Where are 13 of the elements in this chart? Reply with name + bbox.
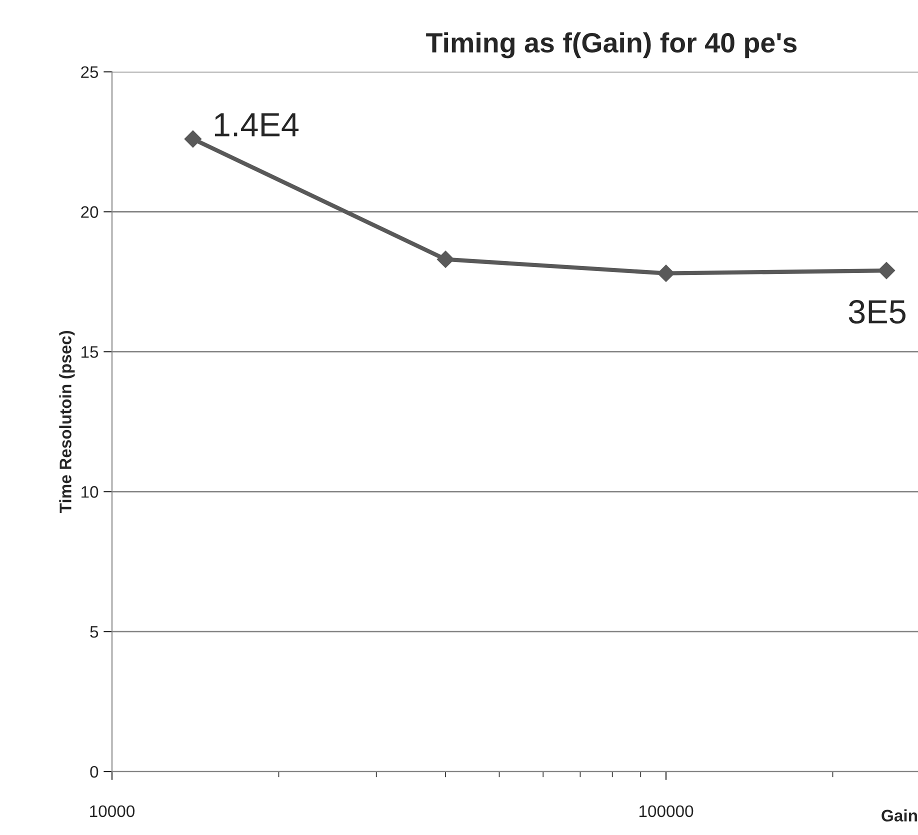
x-axis-title: Gain — [882, 809, 917, 822]
y-tick-label: 5 — [90, 626, 98, 638]
x-tick-label: 10000 — [90, 805, 135, 818]
y-axis-title: Time Resolutoin (psec) — [59, 330, 75, 514]
y-tick-label: 0 — [90, 766, 98, 778]
chart-title: Timing as f(Gain) for 40 pe's — [426, 32, 797, 58]
x-tick-label: 100000 — [639, 805, 694, 818]
annotation: 1.4E4 — [214, 113, 299, 136]
y-tick-label: 25 — [81, 66, 98, 78]
y-tick-label: 20 — [81, 206, 98, 218]
y-tick-label: 15 — [82, 346, 98, 358]
y-tick-label: 10 — [82, 486, 98, 498]
annotation: 3E5 — [848, 300, 906, 324]
